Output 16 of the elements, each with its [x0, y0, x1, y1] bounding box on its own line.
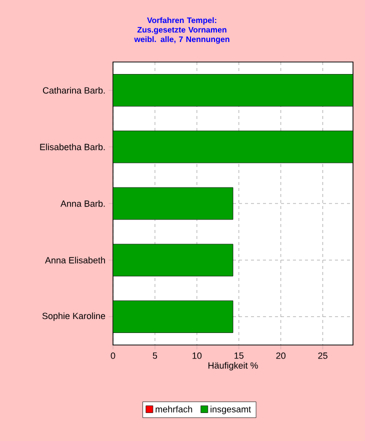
x-tick-label: 0 [110, 352, 116, 359]
chart-title: Vorfahren Tempel: [147, 17, 216, 25]
x-tick-label: 10 [192, 352, 202, 359]
y-tick-label: Catharina Barb. [42, 86, 105, 94]
x-tick-label: 15 [234, 352, 244, 359]
x-tick-label: 25 [318, 352, 328, 359]
legend-label: mehrfach [156, 406, 192, 412]
x-tick-label: 20 [276, 352, 286, 359]
y-tick-label: Anna Elisabeth [45, 256, 105, 264]
y-tick-label: Sophie Karoline [42, 312, 106, 321]
legend-label: insgesamt [210, 406, 251, 414]
chart-subtitle: Zus.gesetzte Vornamen weibl. alle, 7 Nennungen [134, 26, 230, 44]
y-tick-label: Anna Barb. [60, 200, 105, 207]
x-tick-label: 5 [152, 352, 158, 359]
x-axis-title: Häufigkeit % [208, 362, 258, 370]
y-tick-label: Elisabetha Barb. [40, 144, 105, 150]
